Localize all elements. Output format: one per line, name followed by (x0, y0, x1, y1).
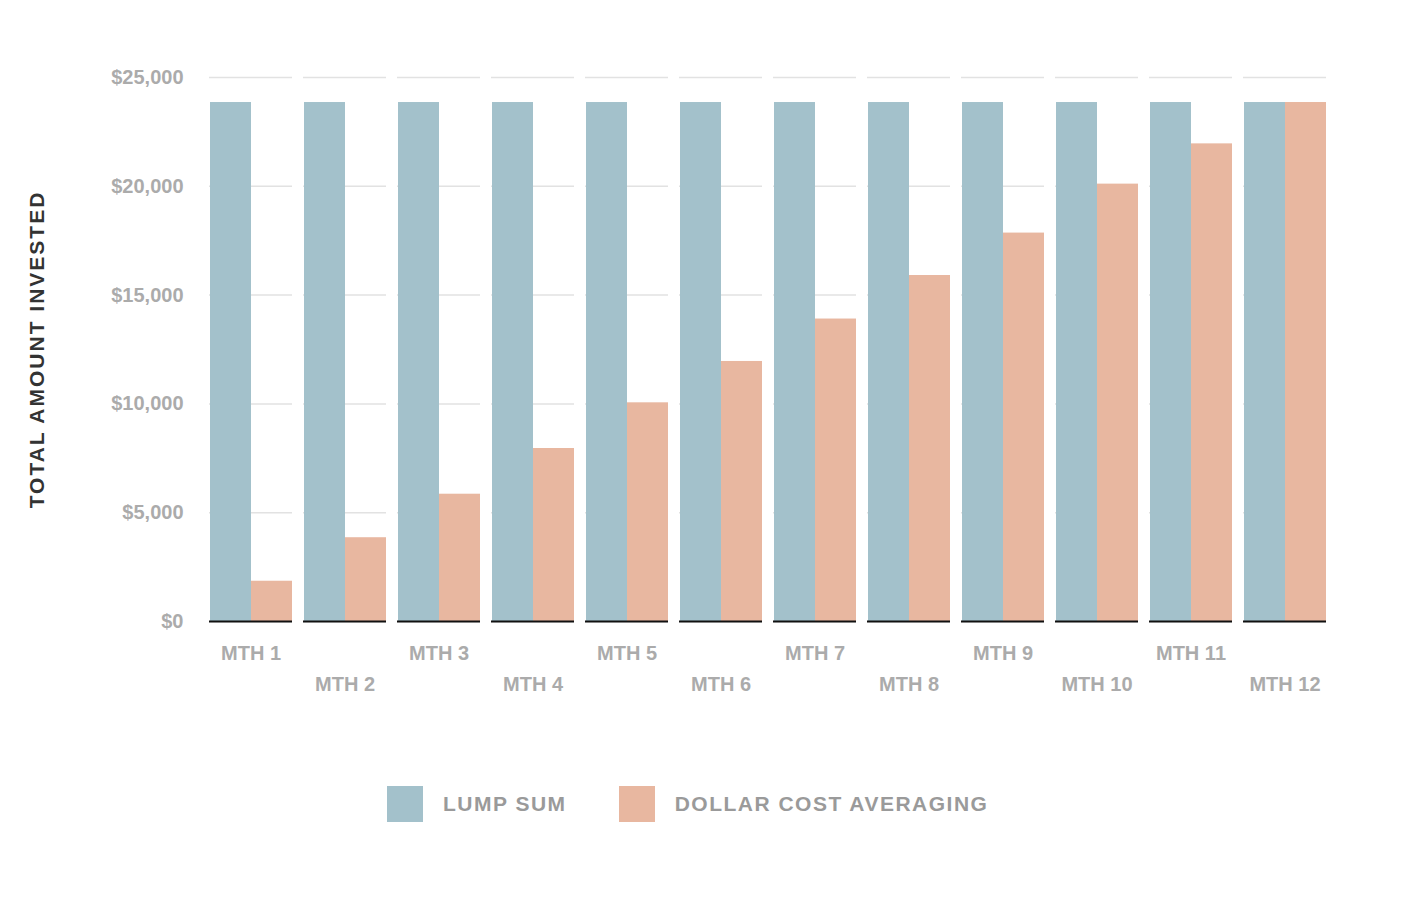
svg-text:$15,000: $15,000 (111, 284, 183, 306)
svg-text:$0: $0 (161, 610, 183, 632)
html-text:LUMP SUM: LUMP SUM (443, 792, 567, 815)
svg-text:MTH 1: MTH 1 (221, 642, 281, 664)
svg-text:$10,000: $10,000 (111, 392, 183, 414)
svg-text:MTH 7: MTH 7 (785, 642, 845, 664)
svg-text:MTH 4: MTH 4 (503, 673, 564, 695)
svg-text:MTH 9: MTH 9 (973, 642, 1033, 664)
svg-text:$5,000: $5,000 (122, 501, 183, 523)
svg-text:$25,000: $25,000 (111, 66, 183, 88)
svg-text:MTH 8: MTH 8 (879, 673, 939, 695)
svg-text:MTH 12: MTH 12 (1249, 673, 1320, 695)
svg-text:$20,000: $20,000 (111, 175, 183, 197)
svg-text:MTH 5: MTH 5 (597, 642, 657, 664)
svg-text:MTH 10: MTH 10 (1061, 673, 1132, 695)
svg-text:TOTAL AMOUNT INVESTED: TOTAL AMOUNT INVESTED (25, 191, 48, 509)
svg-text:MTH 3: MTH 3 (409, 642, 469, 664)
svg-text:MTH 2: MTH 2 (315, 673, 375, 695)
svg-text:MTH 11: MTH 11 (1156, 642, 1226, 664)
svg-text:MTH 6: MTH 6 (691, 673, 751, 695)
html-text:DOLLAR COST AVERAGING: DOLLAR COST AVERAGING (674, 792, 989, 815)
